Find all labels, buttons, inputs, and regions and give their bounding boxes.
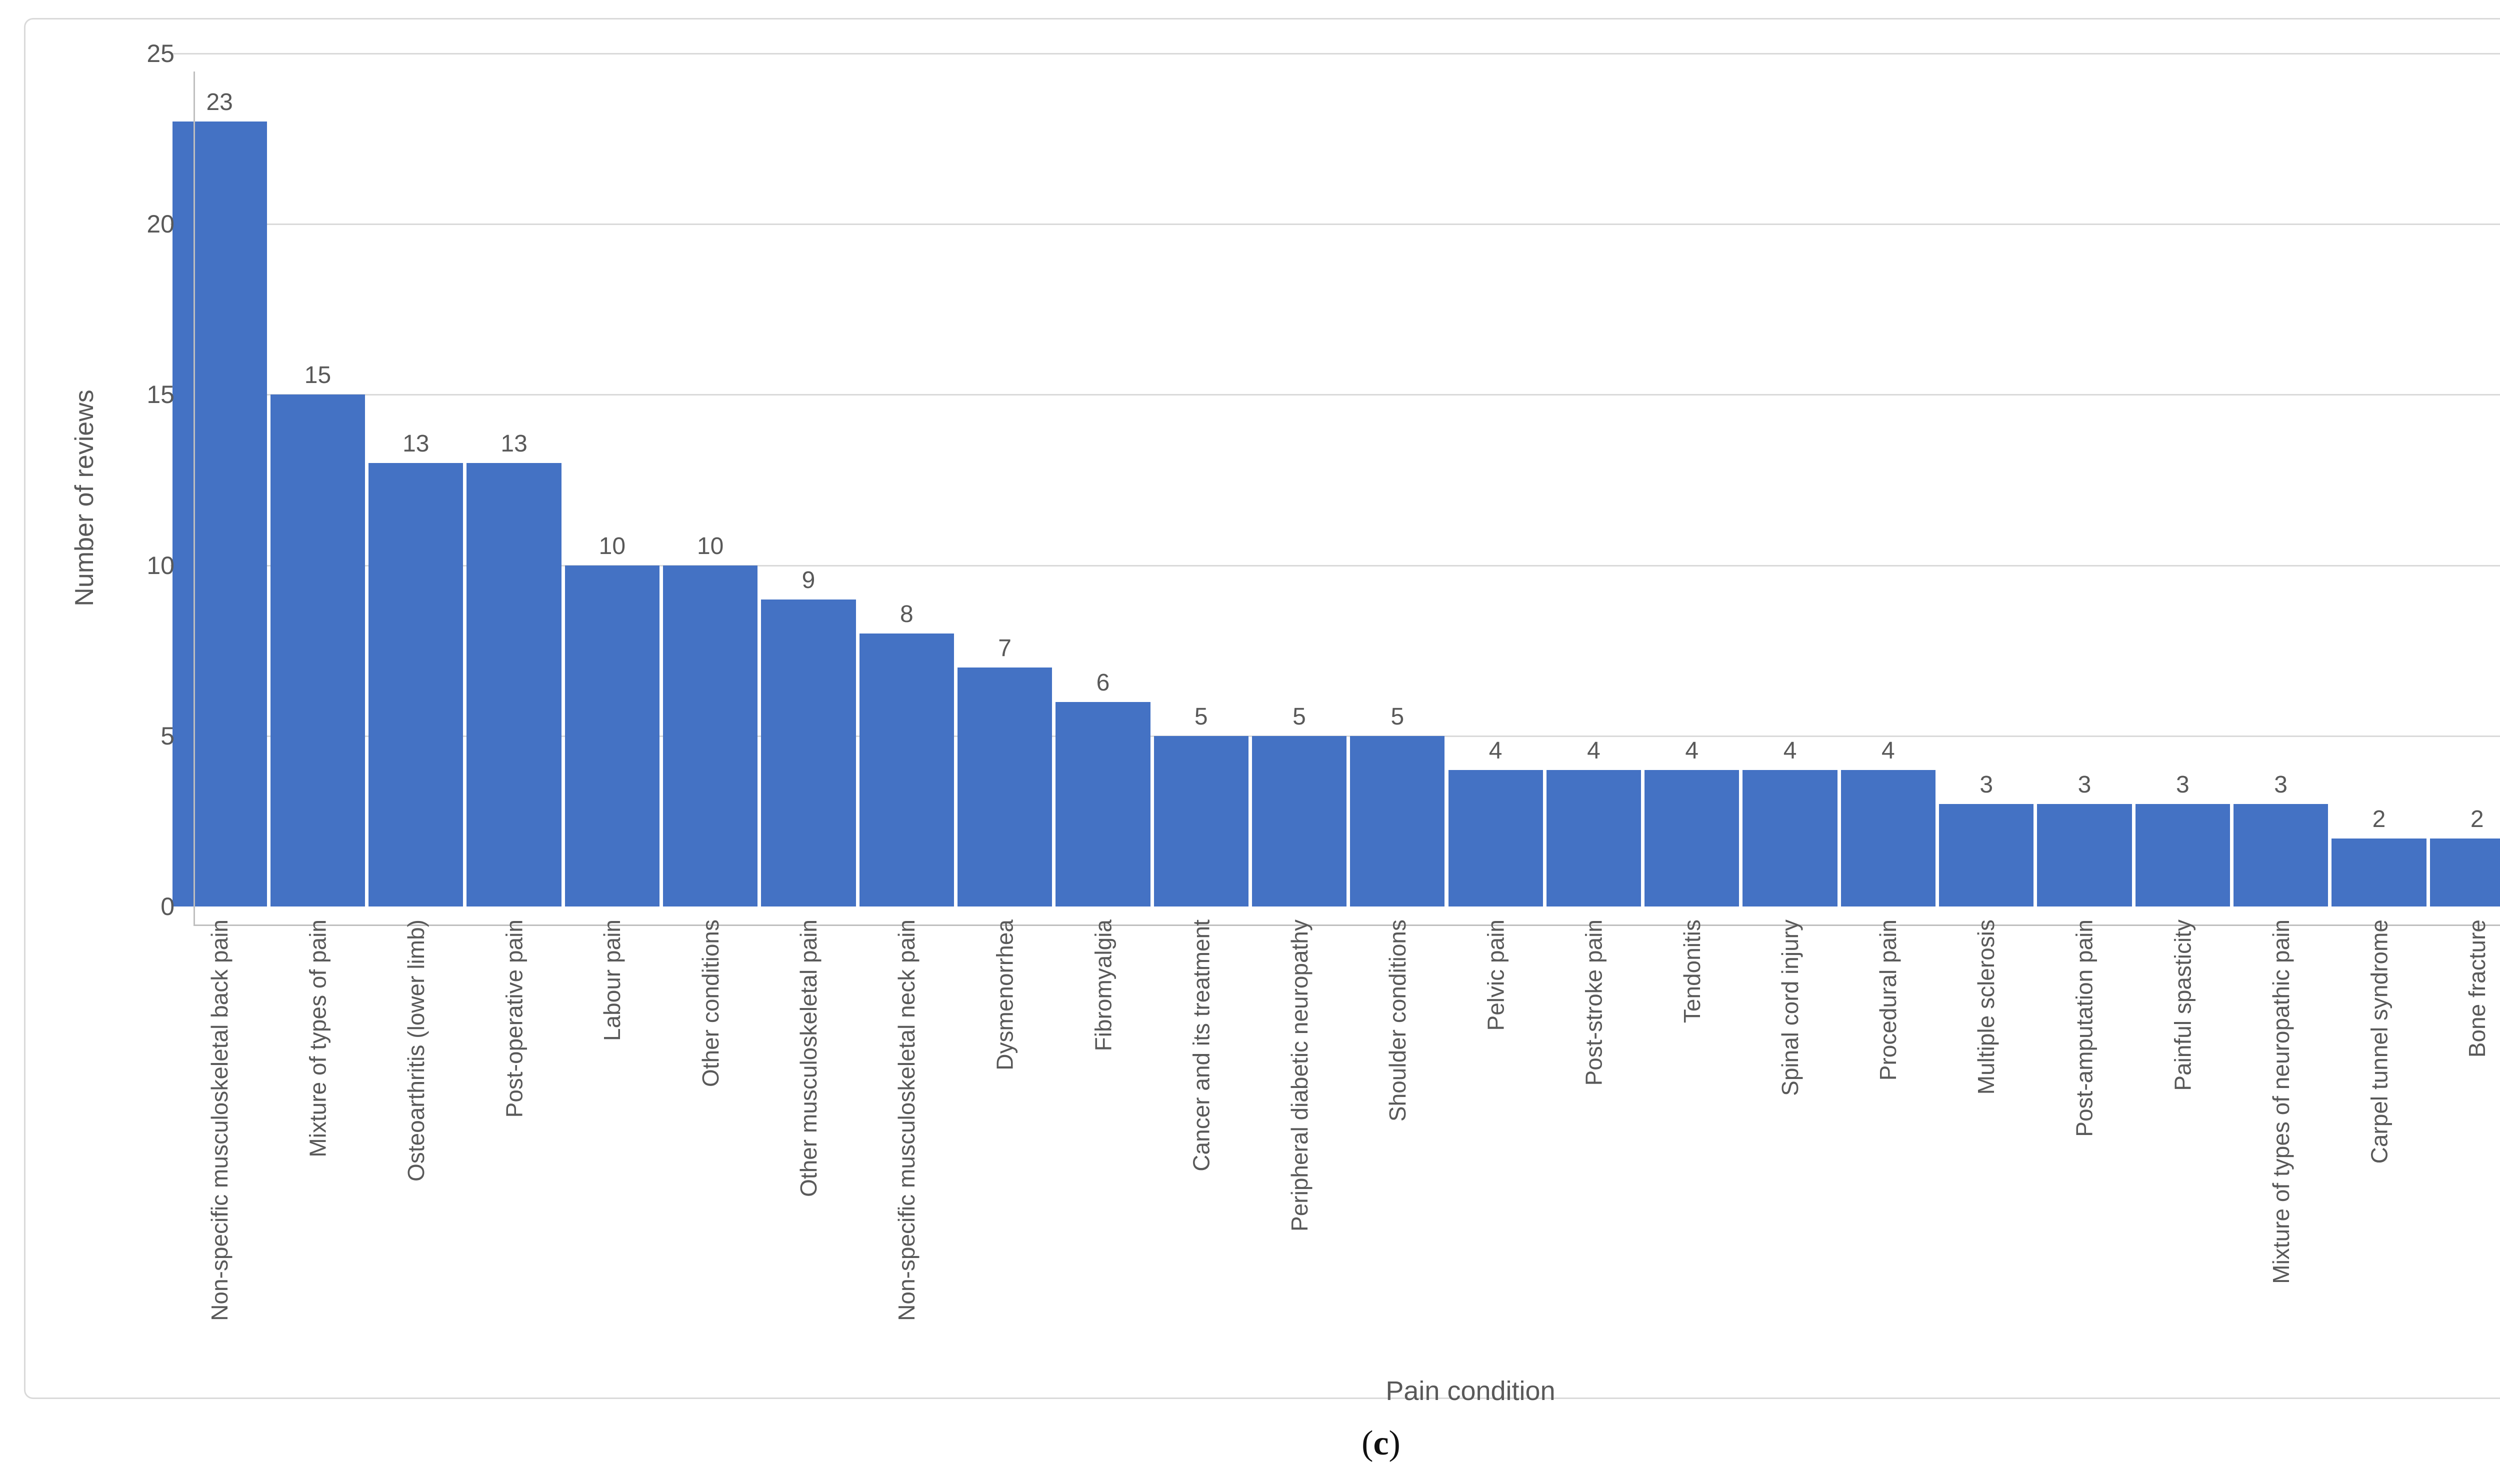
y-axis-title: Number of reviews: [70, 390, 99, 606]
x-axis-label: Mixture of types of pain: [304, 920, 331, 1158]
caption-letter: c: [1373, 1424, 1389, 1462]
bar-value-label-7: 9: [802, 566, 816, 594]
bar-value-label-14: 4: [1488, 738, 1502, 764]
x-axis-label: Pelvic pain: [1482, 920, 1509, 1031]
x-axis-label: Osteoarthritis (lower limb): [402, 920, 429, 1182]
y-tick-label-0: 0: [160, 892, 174, 920]
bar-value-label-5: 10: [598, 532, 626, 560]
bar-value-label-2: 15: [304, 362, 332, 389]
x-axis-label: Dysmenorrhea: [992, 920, 1018, 1070]
bar-17: [1742, 770, 1838, 906]
gridline-y15: [170, 394, 2500, 396]
bar-value-label-9: 7: [998, 635, 1012, 662]
bar-value-label-24: 2: [2470, 806, 2484, 832]
bar-14: [1448, 770, 1543, 906]
bar-value-label-3: 13: [402, 430, 430, 457]
x-axis-label: Spinal cord injury: [1777, 920, 1804, 1096]
subfigure-caption: (c): [1081, 1421, 1681, 1466]
x-axis-title: Pain condition: [1386, 1376, 1556, 1406]
bar-20: [2037, 804, 2132, 906]
bar-6: [663, 565, 758, 906]
caption-open-paren: (: [1362, 1424, 1374, 1462]
y-tick-label-10: 10: [146, 551, 174, 580]
bar-value-label-10: 6: [1096, 669, 1110, 696]
bar-2: [270, 394, 366, 906]
bar-9: [957, 668, 1052, 906]
bar-8: [859, 634, 954, 906]
x-axis-label: Shoulder conditions: [1384, 920, 1410, 1122]
bar-value-label-23: 2: [2372, 806, 2386, 832]
bar-10: [1056, 702, 1150, 906]
bar-19: [1939, 804, 2034, 906]
x-axis-label: Peripheral diabetic neuropathy: [1286, 920, 1312, 1232]
bar-value-label-20: 3: [2078, 772, 2092, 798]
bar-13: [1350, 736, 1445, 906]
y-tick-label-15: 15: [146, 380, 174, 409]
gridline-y20: [170, 224, 2500, 226]
bar-21: [2135, 804, 2230, 906]
bar-value-label-8: 8: [900, 601, 914, 628]
x-axis-label: Multiple sclerosis: [1973, 920, 2000, 1095]
x-axis-label: Tendonitis: [1678, 920, 1705, 1024]
bar-value-label-1: 23: [206, 89, 233, 116]
bar-value-label-21: 3: [2176, 772, 2190, 798]
bar-value-label-22: 3: [2274, 772, 2288, 798]
bar-1: [172, 122, 267, 906]
bar-16: [1644, 770, 1740, 906]
x-axis-label: Labour pain: [599, 920, 626, 1041]
y-tick-label-5: 5: [160, 722, 174, 750]
bar-value-label-16: 4: [1685, 738, 1699, 764]
bar-5: [564, 565, 660, 906]
bar-value-label-12: 5: [1292, 703, 1306, 730]
chart-frame: 0 5 10 15 20 25 23 15 13 13 10 10 9 8 7 6 5 5 5 4 4 4 4 4 3 3 3 3 2…: [24, 18, 2500, 1406]
bar-7: [761, 599, 856, 906]
bar-value-label-18: 4: [1882, 738, 1895, 764]
x-axis-label: Fibromyalgia: [1090, 920, 1116, 1052]
bar-3: [368, 462, 464, 906]
x-axis-label: Procedural pain: [1875, 920, 1902, 1081]
bar-24: [2430, 838, 2500, 906]
x-axis-label: Post-stroke pain: [1580, 920, 1607, 1086]
x-axis-label: Non-specific musculoskeletal back pain: [206, 920, 233, 1321]
x-axis-label: Post-amputation pain: [2072, 920, 2098, 1137]
x-axis-label: Other musculoskeletal pain: [796, 920, 822, 1197]
bar-value-label-17: 4: [1783, 738, 1797, 764]
y-tick-label-25: 25: [146, 40, 174, 68]
bar-value-label-15: 4: [1587, 738, 1600, 764]
bar-value-label-13: 5: [1390, 703, 1404, 730]
x-axis-label: Cancer and its treatment: [1188, 920, 1214, 1172]
bar-value-label-11: 5: [1194, 703, 1208, 730]
bar-15: [1546, 770, 1642, 906]
gridline-y10: [170, 564, 2500, 566]
bar-value-label-6: 10: [696, 532, 724, 560]
x-axis-label: Bone fracture: [2464, 920, 2490, 1058]
bar-18: [1840, 770, 1936, 906]
bar-12: [1252, 736, 1347, 906]
bar-23: [2332, 838, 2426, 906]
x-axis-label: Carpel tunnel syndrome: [2366, 920, 2392, 1164]
x-axis-label: Non-specific musculoskeletal neck pain: [894, 920, 920, 1321]
bar-value-label-4: 13: [500, 430, 528, 457]
x-axis-label: Other conditions: [697, 920, 724, 1087]
gridline-y25: [170, 53, 2500, 54]
bar-11: [1154, 736, 1248, 906]
bar-4: [466, 462, 562, 906]
bar-value-label-19: 3: [1980, 772, 1994, 798]
x-axis-label: Post-operative pain: [501, 920, 528, 1118]
bar-22: [2233, 804, 2328, 906]
x-axis-label: Mixture of types of neuropathic pain: [2268, 920, 2294, 1284]
caption-close-paren: ): [1388, 1424, 1400, 1462]
x-axis-label: Painful spasticity: [2170, 920, 2196, 1091]
x-axis-line: [194, 924, 2500, 926]
y-tick-label-20: 20: [146, 210, 174, 238]
y-axis-line: [194, 72, 195, 926]
